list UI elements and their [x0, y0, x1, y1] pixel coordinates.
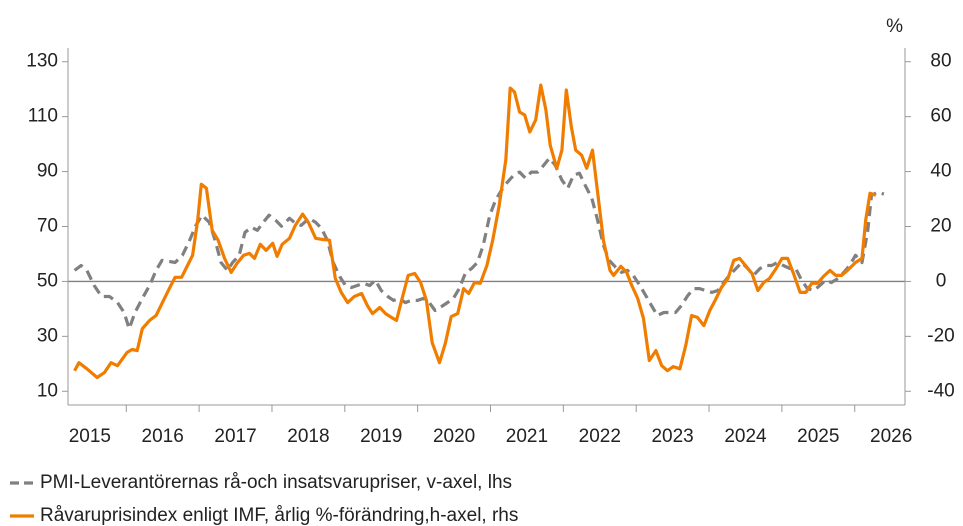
series-line — [73, 156, 885, 331]
x-tick-label: 2018 — [287, 426, 329, 447]
x-tick-label: 2020 — [433, 426, 475, 447]
legend-label: PMI-Leverantörernas rå-och insatsvarupri… — [40, 472, 512, 493]
y-tick-label: 30 — [37, 325, 58, 346]
x-tick-label: 2021 — [506, 426, 548, 447]
x-tick-label: 2017 — [214, 426, 256, 447]
legend-label: Råvaruprisindex enligt IMF, årlig %-förä… — [40, 505, 518, 526]
x-tick-label: 2024 — [724, 426, 767, 447]
y2-tick-label: 80 — [930, 51, 951, 72]
x-tick-label: 2016 — [142, 426, 184, 447]
y-tick-label: 50 — [37, 270, 58, 291]
y2-unit: % — [886, 16, 903, 37]
x-tick-label: 2023 — [651, 426, 693, 447]
y-tick-label: 130 — [26, 51, 58, 72]
y-tick-label: 10 — [37, 380, 58, 401]
y-tick-label: 70 — [37, 216, 58, 237]
y-tick-label: 90 — [37, 161, 58, 182]
x-tick-label: 2022 — [579, 426, 621, 447]
x-tick-label: 2026 — [870, 426, 912, 447]
x-tick-label: 2025 — [797, 426, 839, 447]
x-tick-label: 2019 — [360, 426, 402, 447]
y2-tick-label: 60 — [930, 106, 951, 127]
y-tick-label: 110 — [28, 106, 58, 127]
series-line — [73, 83, 877, 380]
y2-tick-label: -20 — [927, 325, 954, 346]
y2-tick-label: 0 — [936, 270, 947, 291]
y2-tick-label: -40 — [927, 380, 954, 401]
y2-tick-label: 40 — [930, 161, 951, 182]
y2-tick-label: 20 — [930, 216, 951, 237]
x-tick-label: 2015 — [69, 426, 111, 447]
